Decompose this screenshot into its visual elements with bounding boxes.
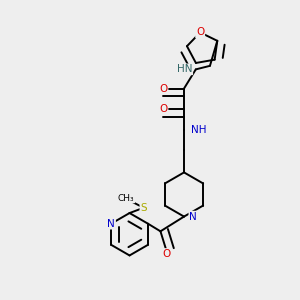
Text: O: O [162,249,170,259]
Text: HN: HN [177,64,192,74]
Text: NH: NH [191,125,207,135]
Text: O: O [196,28,204,38]
Text: N: N [189,212,197,222]
Text: CH₃: CH₃ [118,194,134,202]
Text: O: O [159,83,167,94]
Text: S: S [140,203,147,213]
Text: N: N [107,219,115,229]
Text: O: O [159,104,167,114]
